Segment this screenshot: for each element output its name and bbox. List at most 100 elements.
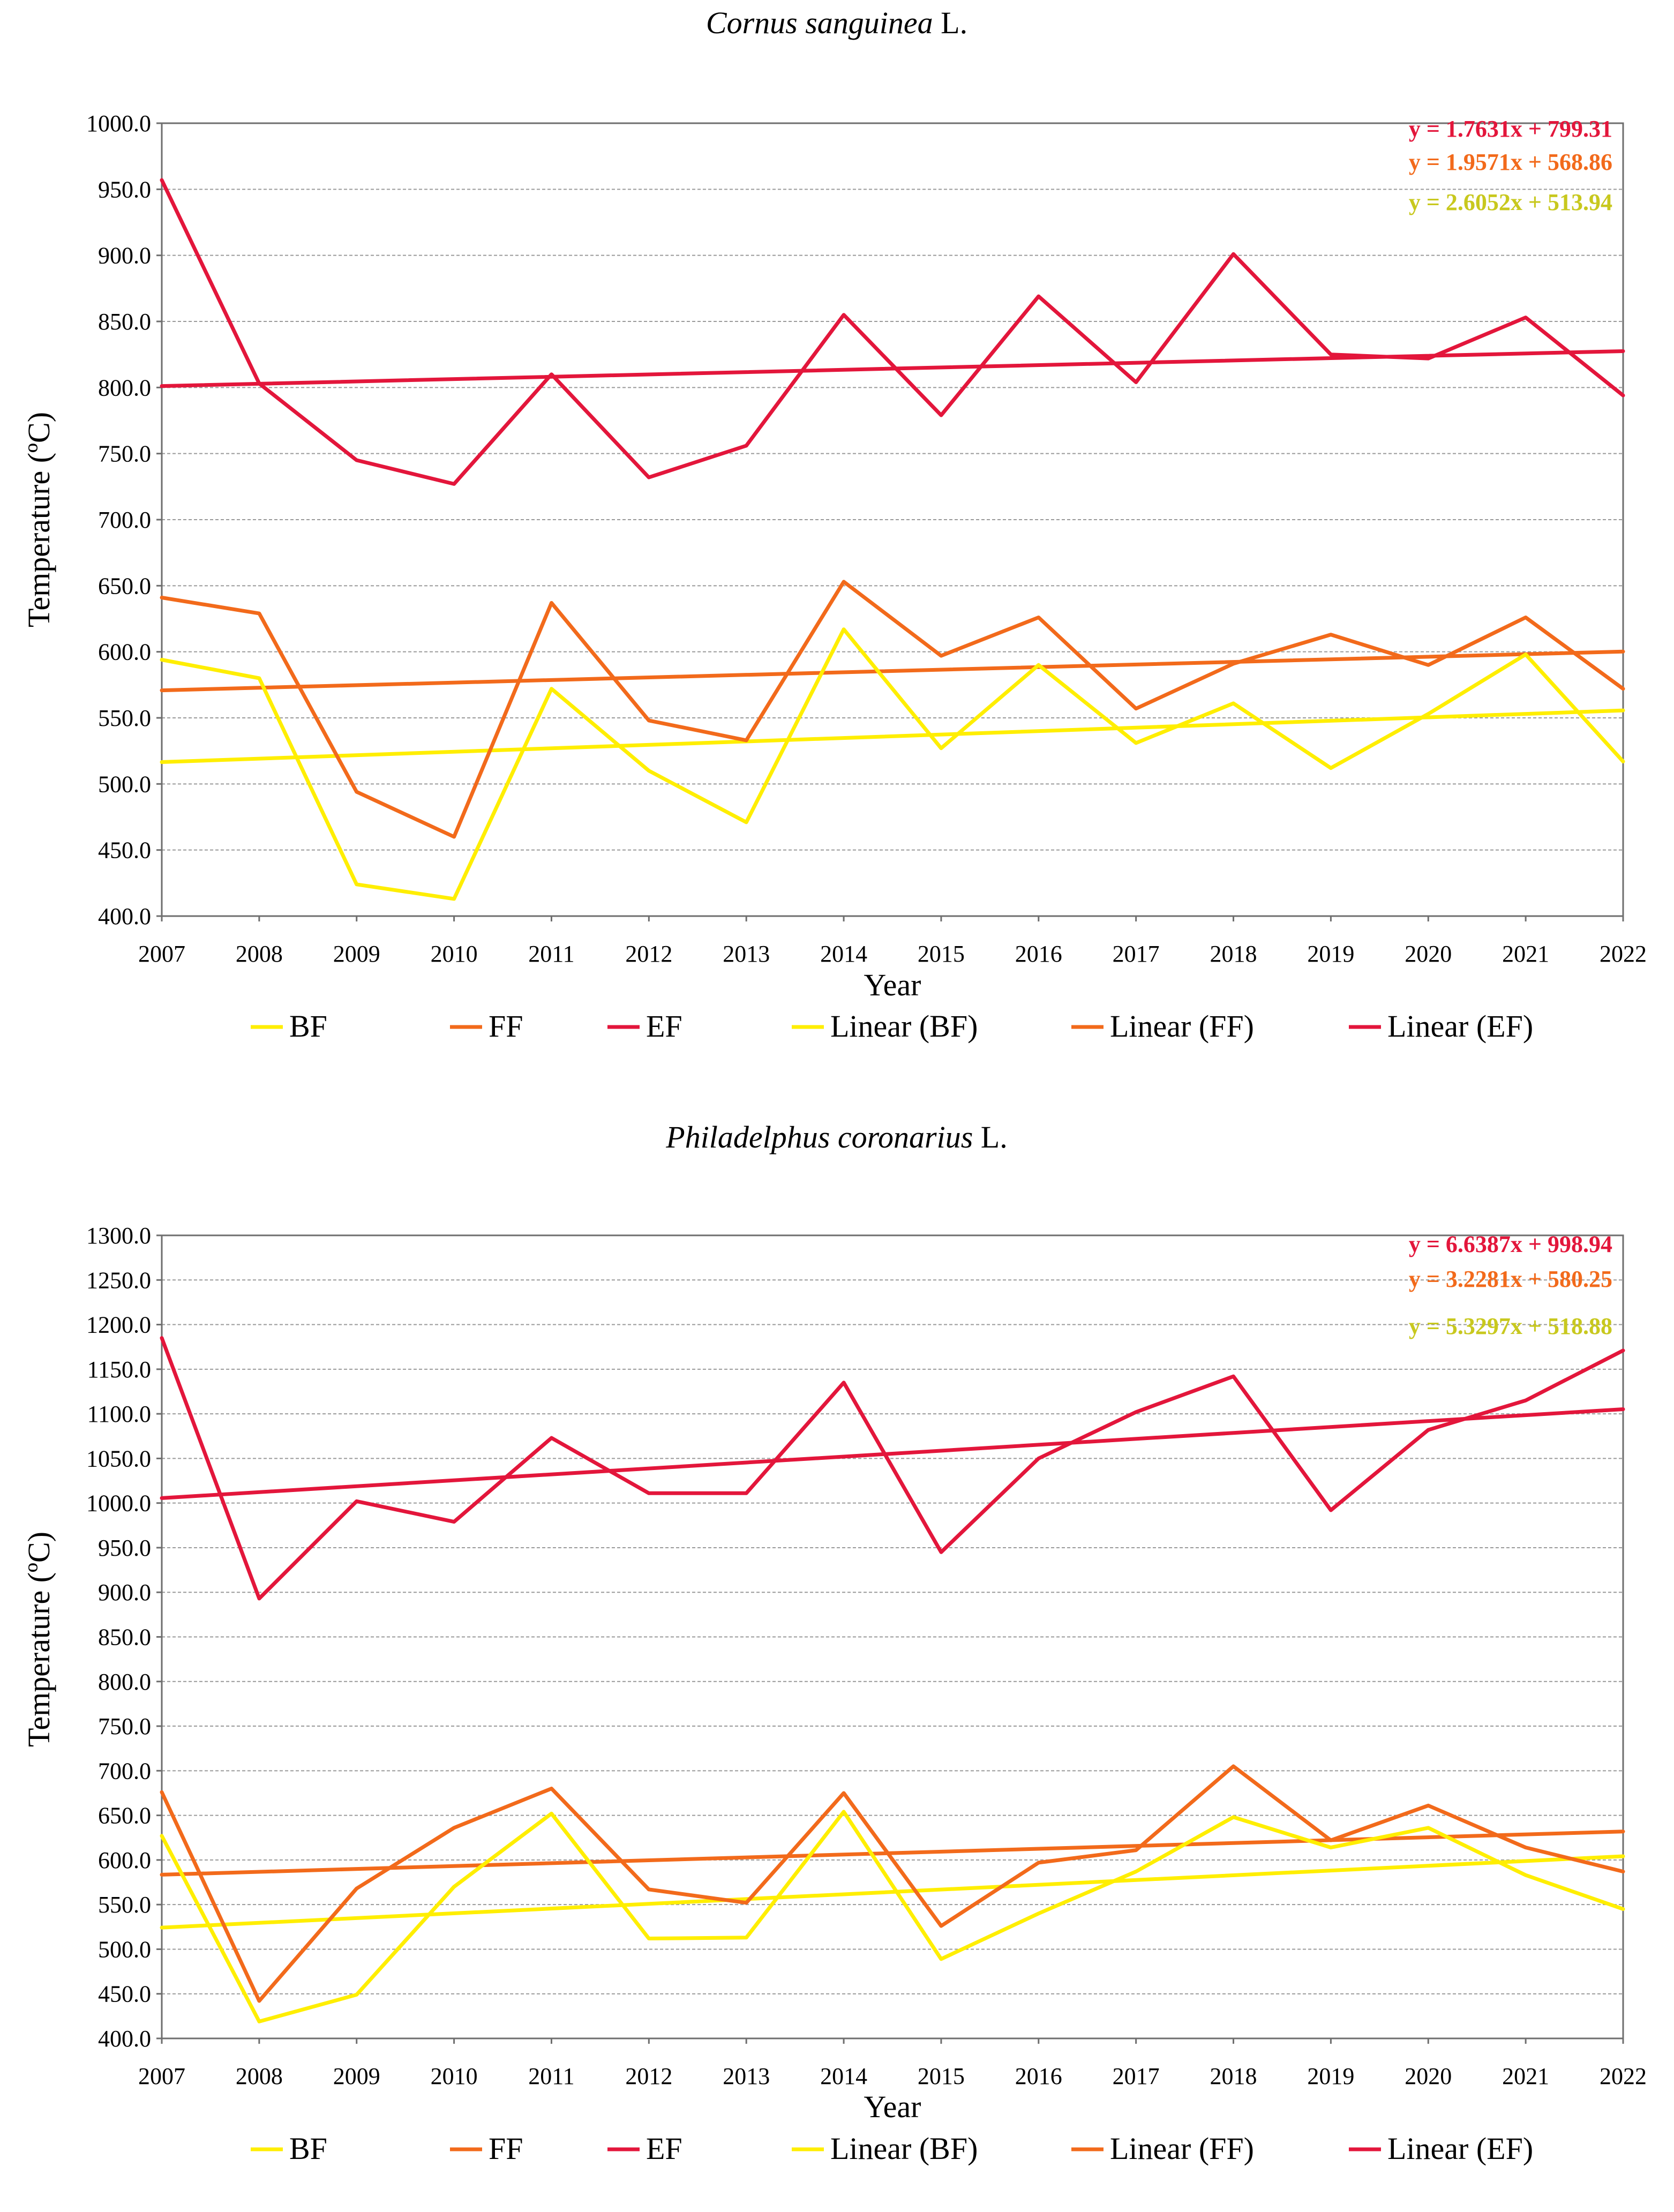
y-tick-label: 1100.0 xyxy=(87,1401,151,1427)
x-tick-label: 2007 xyxy=(138,941,185,967)
x-tick-label: 2015 xyxy=(918,941,965,967)
trendline-bf xyxy=(160,708,1625,764)
x-tick-label: 2012 xyxy=(625,941,672,967)
chart-title-species: Cornus sanguinea xyxy=(706,5,933,40)
x-tick-label: 2009 xyxy=(333,941,380,967)
x-tick-label: 2017 xyxy=(1113,941,1160,967)
legend-label: Linear (BF) xyxy=(830,1009,978,1044)
y-tick-label: 1150.0 xyxy=(87,1356,151,1383)
series-line-bf xyxy=(160,1810,1625,2023)
y-tick-label: 750.0 xyxy=(98,441,151,467)
x-tick-label: 2009 xyxy=(333,2063,380,2089)
x-tick-label: 2010 xyxy=(431,2063,478,2089)
y-tick-label: 600.0 xyxy=(98,1847,151,1873)
trendline-ef xyxy=(160,1407,1625,1500)
x-tick-label: 2013 xyxy=(723,2063,770,2089)
x-tick-label: 2020 xyxy=(1405,941,1452,967)
legend-label: Linear (FF) xyxy=(1110,2131,1254,2166)
legend-label: BF xyxy=(289,1009,327,1044)
y-axis-label: Temperature (ºC) xyxy=(21,1532,56,1747)
plot-frame xyxy=(161,1234,1624,2039)
y-tick-label: 850.0 xyxy=(98,1624,151,1651)
x-tick-label: 2008 xyxy=(236,941,283,967)
y-tick-label: 750.0 xyxy=(98,1713,151,1739)
chart-title: Philadelphus coronarius L. xyxy=(665,1120,1007,1154)
chart-cornus-sanguinea: Cornus sanguinea L. 400.0 450.0 500.0 550.0 6… xyxy=(21,5,1647,1044)
y-tick-label: 1200.0 xyxy=(86,1312,151,1338)
x-tick-label: 2019 xyxy=(1307,2063,1354,2089)
x-tick-label: 2016 xyxy=(1015,2063,1062,2089)
chart-title: Cornus sanguinea L. xyxy=(706,5,967,40)
x-tick-label: 2007 xyxy=(138,2063,185,2089)
x-tick-label: 2022 xyxy=(1600,2063,1647,2089)
trendline-equation-bf: y = 5.3297x + 518.88 xyxy=(1409,1313,1612,1339)
y-tick-label: 400.0 xyxy=(98,903,151,929)
x-tick-label: 2022 xyxy=(1600,941,1647,967)
x-tick-label: 2021 xyxy=(1502,2063,1549,2089)
y-tick-label: 400.0 xyxy=(98,2026,151,2052)
y-tick-label: 1050.0 xyxy=(86,1445,151,1472)
series-line-ff xyxy=(160,1764,1625,2003)
series-line-bf xyxy=(160,627,1625,901)
x-tick-label: 2020 xyxy=(1405,2063,1452,2089)
x-tick-label: 2014 xyxy=(820,941,867,967)
y-tick-label: 600.0 xyxy=(98,639,151,665)
y-tick-label: 950.0 xyxy=(98,1535,151,1561)
legend-label: Linear (EF) xyxy=(1387,1009,1533,1044)
legend-label: EF xyxy=(646,1009,682,1044)
trendline-equation-bf: y = 2.6052x + 513.94 xyxy=(1409,189,1612,215)
chart-title-suffix: L. xyxy=(933,5,967,40)
y-tick-label: 800.0 xyxy=(98,1669,151,1695)
y-tick-label: 1250.0 xyxy=(86,1267,151,1293)
x-tick-label: 2015 xyxy=(918,2063,965,2089)
chart-philadelphus-coronarius: Philadelphus coronarius L. 400.0 450.0 500.… xyxy=(21,1120,1647,2166)
plot-frame xyxy=(161,122,1624,917)
series-line-ff xyxy=(160,580,1625,839)
legend-label: Linear (FF) xyxy=(1110,1009,1254,1044)
x-tick-label: 2014 xyxy=(820,2063,867,2089)
trendline-equation-ff: y = 3.2281x + 580.25 xyxy=(1409,1266,1612,1292)
x-tick-label: 2008 xyxy=(236,2063,283,2089)
series-line-ef xyxy=(160,1336,1625,1601)
y-tick-label: 900.0 xyxy=(98,243,151,269)
trendline-equation-ef: y = 6.6387x + 998.94 xyxy=(1409,1231,1612,1257)
legend-label: BF xyxy=(289,2131,327,2166)
trendline-equation-ef: y = 1.7631x + 799.31 xyxy=(1409,116,1612,142)
y-tick-label: 1000.0 xyxy=(86,110,151,137)
legend-label: Linear (BF) xyxy=(830,2131,978,2166)
y-tick-label: 500.0 xyxy=(98,1936,151,1962)
y-tick-label: 800.0 xyxy=(98,374,151,401)
y-tick-label: 550.0 xyxy=(98,705,151,731)
y-tick-label: 450.0 xyxy=(98,837,151,864)
y-axis-label: Temperature (ºC) xyxy=(21,412,56,627)
x-tick-label: 2019 xyxy=(1307,941,1354,967)
legend-label: EF xyxy=(646,2131,682,2166)
y-tick-label: 1000.0 xyxy=(86,1490,151,1517)
legend-label: FF xyxy=(489,1009,523,1044)
x-tick-label: 2021 xyxy=(1502,941,1549,967)
x-tick-label: 2012 xyxy=(625,2063,672,2089)
y-tick-label: 450.0 xyxy=(98,1981,151,2007)
x-tick-label: 2018 xyxy=(1210,941,1257,967)
x-tick-label: 2013 xyxy=(723,941,770,967)
chart-title-species: Philadelphus coronarius xyxy=(665,1120,973,1154)
x-axis-label: Year xyxy=(864,968,921,1002)
y-tick-label: 950.0 xyxy=(98,176,151,203)
y-tick-label: 700.0 xyxy=(98,507,151,533)
legend-label: Linear (EF) xyxy=(1387,2131,1533,2166)
chart-title-suffix: L. xyxy=(973,1120,1007,1154)
trendline-ff xyxy=(160,649,1625,693)
legend-label: FF xyxy=(489,2131,523,2166)
y-tick-label: 650.0 xyxy=(98,1803,151,1829)
y-tick-label: 850.0 xyxy=(98,309,151,335)
x-tick-label: 2011 xyxy=(528,941,574,967)
y-tick-label: 500.0 xyxy=(98,771,151,797)
y-tick-label: 650.0 xyxy=(98,573,151,599)
y-tick-label: 550.0 xyxy=(98,1892,151,1918)
y-tick-label: 900.0 xyxy=(98,1579,151,1606)
x-tick-label: 2016 xyxy=(1015,941,1062,967)
x-tick-label: 2010 xyxy=(431,941,478,967)
y-tick-label: 1300.0 xyxy=(86,1223,151,1249)
